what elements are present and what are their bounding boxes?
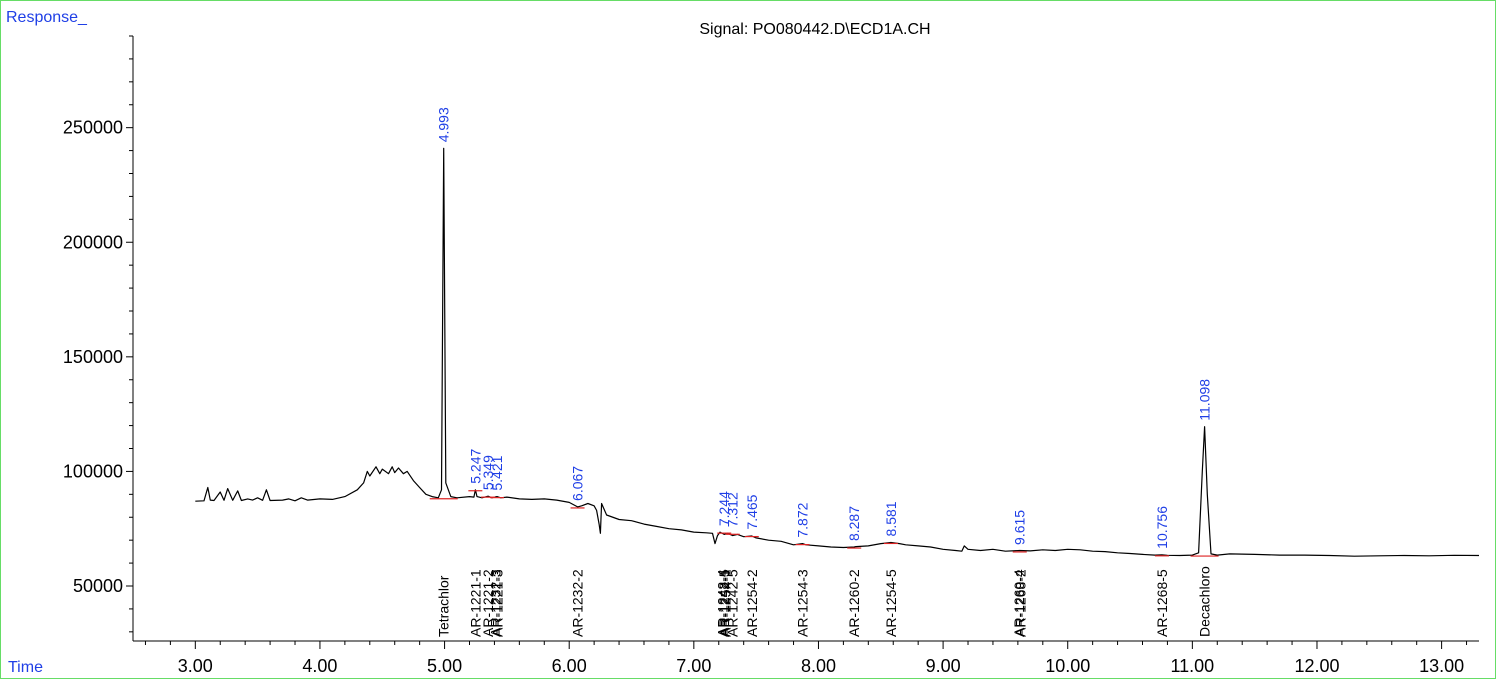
peak-label: 5.247 xyxy=(467,449,483,484)
compound-label: Tetrachlor xyxy=(436,575,452,637)
y-tick-label: 250000 xyxy=(63,118,123,138)
x-tick-label: 8.00 xyxy=(801,656,836,676)
compound-label: AR-1232-3 xyxy=(488,569,504,637)
peak-label: 5.421 xyxy=(489,455,505,490)
compound-labels: Tetrachlor AR-1221-1AR-1221-2AR-1232-3AR-… xyxy=(436,566,1213,637)
peak-label: 9.615 xyxy=(1012,510,1028,545)
compound-label: AR-1242-5 xyxy=(716,569,732,637)
peak-label: 6.067 xyxy=(570,466,586,501)
x-tick-label: 10.00 xyxy=(1045,656,1090,676)
axes: 3.00 4.00 5.00 6.00 7.00 8.00 9.00 10.00 11.00 12… xyxy=(63,35,1479,676)
signal-trace xyxy=(195,147,1480,557)
compound-label: AR-1242-5 xyxy=(725,569,741,637)
x-tick-label: 3.00 xyxy=(178,656,213,676)
compound-label: AR-1268-5 xyxy=(1154,569,1170,637)
chart-title: Signal: PO080442.D\ECD1A.CH xyxy=(699,21,930,38)
peak-label: 7.465 xyxy=(744,494,760,529)
compound-label: AR-1254-2 xyxy=(744,569,760,637)
x-tick-label: 11.00 xyxy=(1170,656,1214,676)
compound-label: AR-1268-2 xyxy=(1013,569,1029,637)
compound-label: AR-1248-4 xyxy=(715,569,731,637)
x-tick-label: 12.00 xyxy=(1294,656,1339,676)
peak-label: 7.312 xyxy=(725,492,741,527)
compound-label: AR-1221-2 xyxy=(480,569,496,637)
x-tick-label: 4.00 xyxy=(302,656,337,676)
compound-label: AR-1221-3 xyxy=(490,569,506,637)
compound-label: AR-1254-5 xyxy=(883,569,899,637)
y-tick-label: 150000 xyxy=(63,347,123,367)
x-tick-label: 9.00 xyxy=(926,656,961,676)
peak-label: 8.581 xyxy=(883,501,899,536)
compound-label: AR-1260-4 xyxy=(1011,569,1027,637)
compound-label: AR-1221-1 xyxy=(467,569,483,637)
y-tick-label: 100000 xyxy=(63,461,123,481)
peak-label: 8.287 xyxy=(846,506,862,541)
x-tick-label: 6.00 xyxy=(552,656,587,676)
compound-label: Decachloro xyxy=(1197,566,1213,637)
x-tick-label: 5.00 xyxy=(427,656,462,676)
y-tick-label: 50000 xyxy=(73,576,123,596)
y-axis-title: Response_ xyxy=(6,9,87,26)
trace-layer xyxy=(195,147,1480,557)
peak-label: 7.244 xyxy=(716,491,732,526)
peak-label: 4.993 xyxy=(436,107,452,142)
peak-label: 7.872 xyxy=(795,502,811,537)
x-tick-label: 7.00 xyxy=(676,656,711,676)
x-axis-title: Time xyxy=(8,659,43,676)
compound-label: AR-1254-1 xyxy=(718,569,734,637)
compound-label: AR-1260-2 xyxy=(846,569,862,637)
y-tick-label: 200000 xyxy=(63,232,123,252)
peak-label: 5.349 xyxy=(480,455,496,490)
peak-label: 11.098 xyxy=(1197,379,1213,421)
peak-label: 10.756 xyxy=(1154,506,1170,549)
compound-label: AR-1232-2 xyxy=(570,569,586,637)
x-tick-label: 13.00 xyxy=(1419,656,1464,676)
compound-label: AR-1254-3 xyxy=(795,569,811,637)
